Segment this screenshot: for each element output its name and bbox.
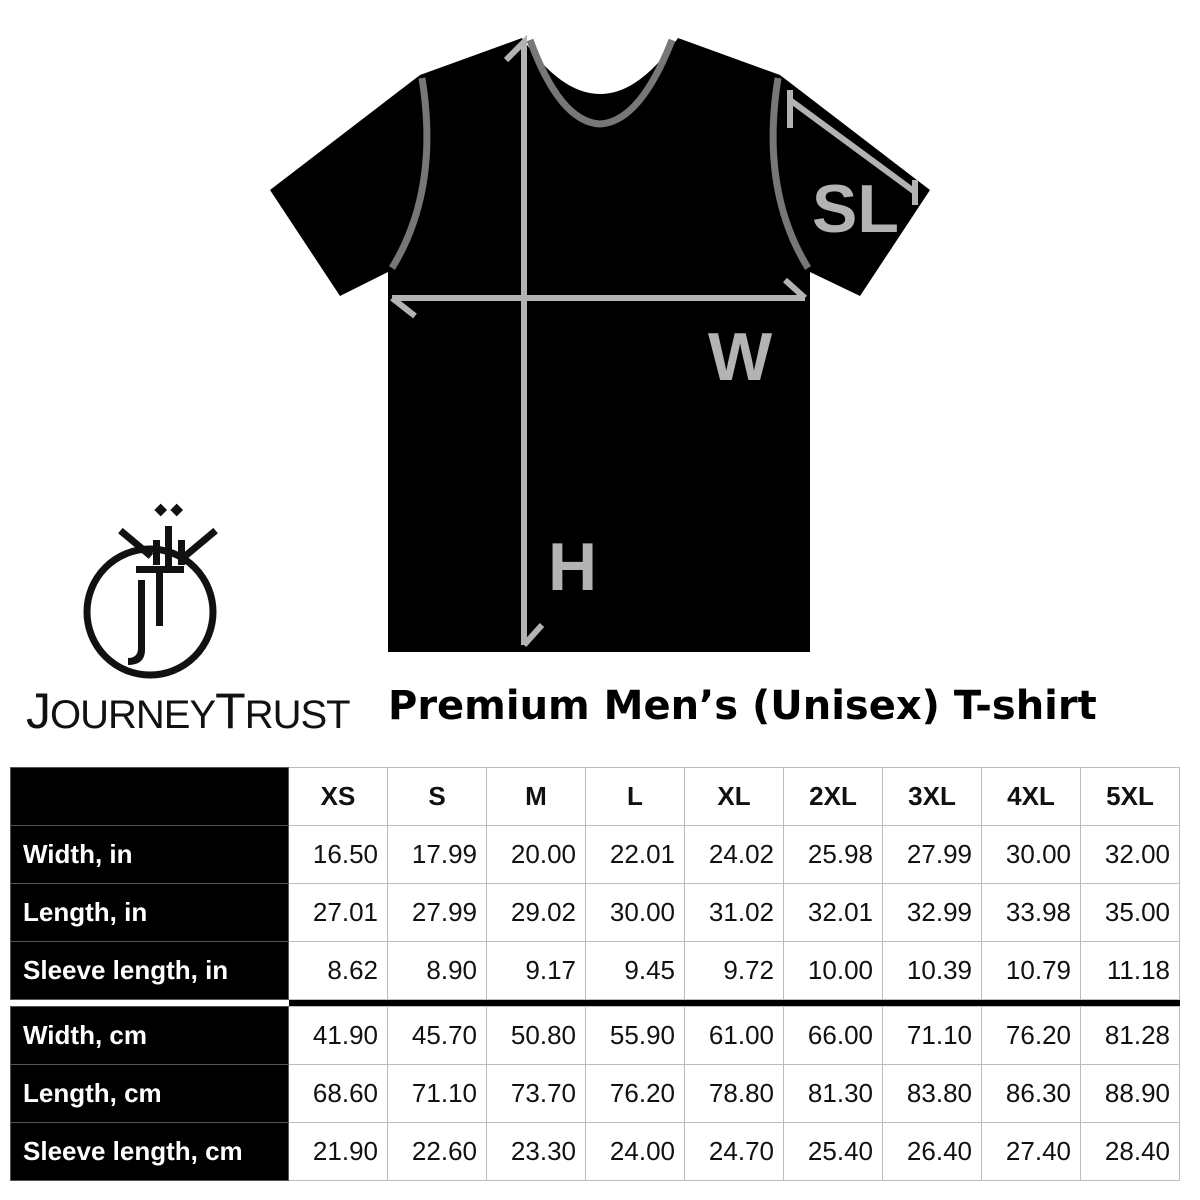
measurement-cell: 76.20 (981, 1006, 1081, 1065)
size-header: M (486, 767, 586, 826)
measurement-cell: 11.18 (1080, 941, 1180, 1000)
measurement-cell: 33.98 (981, 883, 1081, 942)
measurement-cell: 10.79 (981, 941, 1081, 1000)
measurement-cell: 31.02 (684, 883, 784, 942)
measurement-cell: 10.39 (882, 941, 982, 1000)
measurement-cell: 50.80 (486, 1006, 586, 1065)
measurement-cell: 17.99 (387, 825, 487, 884)
measurement-cell: 22.60 (387, 1122, 487, 1181)
measurement-cell: 55.90 (585, 1006, 685, 1065)
measurement-cell: 8.90 (387, 941, 487, 1000)
row-label: Length, in (10, 883, 289, 942)
measurement-cell: 35.00 (1080, 883, 1180, 942)
sleeve-label: SL (812, 171, 899, 247)
measurement-cell: 26.40 (882, 1122, 982, 1181)
measurement-cell: 24.00 (585, 1122, 685, 1181)
measurement-cell: 27.40 (981, 1122, 1081, 1181)
measurement-cell: 76.20 (585, 1064, 685, 1123)
size-header: L (585, 767, 685, 826)
measurement-cell: 24.02 (684, 825, 784, 884)
corner-cell (10, 767, 289, 826)
measurement-cell: 71.10 (882, 1006, 982, 1065)
measurement-cell: 83.80 (882, 1064, 982, 1123)
size-chart-table: XS S M L XL 2XL 3XL 4XL 5XL Width, in 16.50 17.99 2… (10, 767, 1180, 1181)
measurement-cell: 45.70 (387, 1006, 487, 1065)
size-header: 4XL (981, 767, 1081, 826)
table-row: Length, in 27.01 27.99 29.02 30.00 31.02 32.01… (10, 883, 1180, 942)
measurement-cell: 81.28 (1080, 1006, 1180, 1065)
size-header: 3XL (882, 767, 982, 826)
measurement-cell: 30.00 (981, 825, 1081, 884)
measurement-cell: 32.01 (783, 883, 883, 942)
row-label: Sleeve length, cm (10, 1122, 289, 1181)
size-header: XS (288, 767, 388, 826)
measurement-cell: 20.00 (486, 825, 586, 884)
measurement-cell: 21.90 (288, 1122, 388, 1181)
brand-logo-text: JOURNEYTRUST (26, 683, 351, 739)
measurement-cell: 27.99 (882, 825, 982, 884)
measurement-cell: 88.90 (1080, 1064, 1180, 1123)
measurement-cell: 78.80 (684, 1064, 784, 1123)
measurement-cell: 23.30 (486, 1122, 586, 1181)
measurement-cell: 8.62 (288, 941, 388, 1000)
measure-arrows (390, 34, 918, 648)
measurement-cell: 32.99 (882, 883, 982, 942)
measurement-cell: 61.00 (684, 1006, 784, 1065)
measurement-cell: 81.30 (783, 1064, 883, 1123)
row-label: Length, cm (10, 1064, 289, 1123)
measurement-cell: 28.40 (1080, 1122, 1180, 1181)
measurement-cell: 25.98 (783, 825, 883, 884)
row-label: Width, cm (10, 1006, 289, 1065)
seam-lines (389, 38, 811, 270)
measurement-cell: 32.00 (1080, 825, 1180, 884)
measurement-cell: 22.01 (585, 825, 685, 884)
table-row: Width, cm 41.90 45.70 50.80 55.90 61.00 66.00 7… (10, 1006, 1180, 1065)
measurement-cell: 41.90 (288, 1006, 388, 1065)
measurement-cell: 9.45 (585, 941, 685, 1000)
measurement-cell: 73.70 (486, 1064, 586, 1123)
table-row: Width, in 16.50 17.99 20.00 22.01 24.02 25.98 2… (10, 825, 1180, 884)
width-label: W (708, 319, 773, 395)
size-header: 2XL (783, 767, 883, 826)
tshirt-diagram: SL W H (270, 34, 930, 652)
size-header: 5XL (1080, 767, 1180, 826)
journeytrust-logo (83, 503, 218, 679)
measurement-cell: 66.00 (783, 1006, 883, 1065)
measurement-cell: 25.40 (783, 1122, 883, 1181)
measurement-cell: 27.99 (387, 883, 487, 942)
measurement-cell: 16.50 (288, 825, 388, 884)
table-row: Sleeve length, in 8.62 8.90 9.17 9.45 9.72 10.… (10, 941, 1180, 1000)
measurement-cell: 9.17 (486, 941, 586, 1000)
measurement-cell: 71.10 (387, 1064, 487, 1123)
measurement-cell: 10.00 (783, 941, 883, 1000)
measurement-cell: 30.00 (585, 883, 685, 942)
measurement-cell: 86.30 (981, 1064, 1081, 1123)
table-row: Sleeve length, cm 21.90 22.60 23.30 24.00 24.… (10, 1122, 1180, 1181)
measurement-cell: 24.70 (684, 1122, 784, 1181)
measurement-cell: 29.02 (486, 883, 586, 942)
table-row: Length, cm 68.60 71.10 73.70 76.20 78.80 81.30… (10, 1064, 1180, 1123)
row-label: Width, in (10, 825, 289, 884)
tshirt-shape (270, 38, 930, 652)
measurement-cell: 68.60 (288, 1064, 388, 1123)
size-header: XL (684, 767, 784, 826)
height-label: H (548, 529, 597, 605)
size-header: S (387, 767, 487, 826)
unit-divider (10, 999, 1180, 1007)
page-title: Premium Men’s (Unisex) T-shirt (388, 683, 1097, 729)
measurement-cell: 27.01 (288, 883, 388, 942)
size-header-row: XS S M L XL 2XL 3XL 4XL 5XL (10, 767, 1180, 826)
row-label: Sleeve length, in (10, 941, 289, 1000)
measurement-cell: 9.72 (684, 941, 784, 1000)
